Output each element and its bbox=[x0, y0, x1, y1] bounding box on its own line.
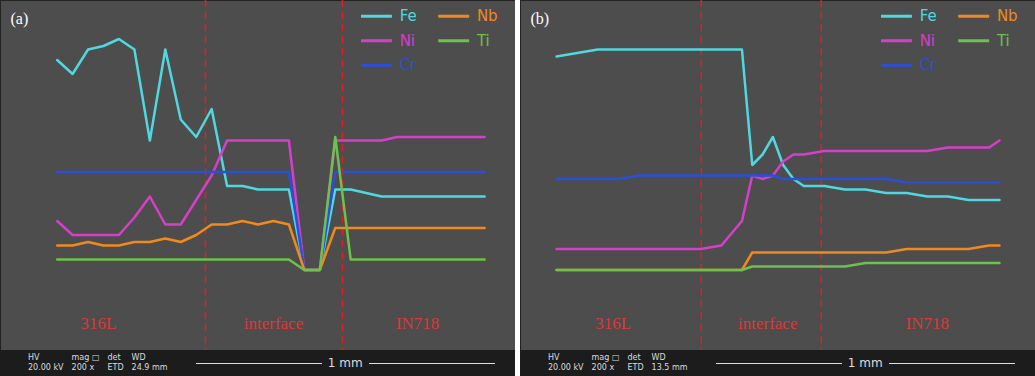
svg-text:316L: 316L bbox=[595, 314, 631, 333]
html-text:200 x: 200 x bbox=[71, 363, 95, 372]
html-text:HV: HV bbox=[28, 353, 40, 362]
html-text:det: det bbox=[107, 353, 121, 362]
svg-text:Cr: Cr bbox=[920, 56, 937, 74]
html-text:mag □: mag □ bbox=[591, 353, 620, 362]
html-text:20.00 kV: 20.00 kV bbox=[548, 363, 584, 372]
html-text:det: det bbox=[627, 353, 641, 362]
html-text:WD: WD bbox=[651, 353, 666, 362]
svg-text:interface: interface bbox=[244, 314, 303, 333]
html-text:HV: HV bbox=[548, 353, 560, 362]
svg-text:Ti: Ti bbox=[476, 32, 490, 50]
svg-text:(b): (b) bbox=[531, 10, 550, 28]
svg-text:IN718: IN718 bbox=[906, 314, 949, 333]
html-text:20.00 kV: 20.00 kV bbox=[28, 363, 64, 372]
svg-text:(a): (a) bbox=[11, 10, 29, 28]
html-text:mag □: mag □ bbox=[71, 353, 100, 362]
svg-text:Nb: Nb bbox=[477, 7, 498, 25]
svg-text:Fe: Fe bbox=[400, 7, 417, 25]
svg-text:Fe: Fe bbox=[920, 7, 937, 25]
svg-text:Ni: Ni bbox=[400, 32, 415, 50]
svg-text:interface: interface bbox=[738, 314, 797, 333]
html-text:ETD: ETD bbox=[107, 363, 124, 372]
svg-text:Ni: Ni bbox=[920, 32, 935, 50]
svg-text:Nb: Nb bbox=[997, 7, 1018, 25]
svg-text:Cr: Cr bbox=[400, 56, 417, 74]
svg-text:Ti: Ti bbox=[996, 32, 1010, 50]
svg-text:IN718: IN718 bbox=[396, 314, 439, 333]
html-text:1 mm: 1 mm bbox=[327, 356, 363, 370]
html-text:24.9 mm: 24.9 mm bbox=[131, 363, 168, 372]
html-text:13.5 mm: 13.5 mm bbox=[651, 363, 688, 372]
svg-text:316L: 316L bbox=[80, 314, 116, 333]
html-text:200 x: 200 x bbox=[591, 363, 615, 372]
html-text:WD: WD bbox=[131, 353, 146, 362]
html-text:ETD: ETD bbox=[627, 363, 644, 372]
html-text:1 mm: 1 mm bbox=[847, 356, 883, 370]
